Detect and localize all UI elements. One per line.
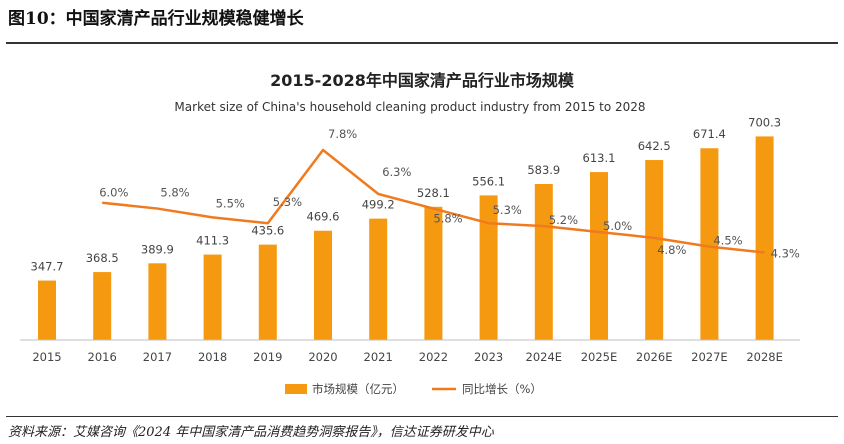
chart-subtitle: Market size of China's household cleanin… — [174, 100, 645, 114]
bar-2026E — [645, 160, 664, 340]
chart-title: 2015-2028年中国家清产品行业市场规模 — [270, 71, 575, 90]
x-tick-label: 2021 — [364, 350, 393, 364]
growth-line — [102, 148, 765, 254]
bar-2024E — [534, 184, 553, 340]
bar-value-label: 613.1 — [583, 151, 616, 165]
growth-rate-label: 5.3% — [273, 195, 302, 209]
legend: 市场规模（亿元） 同比增长（%） — [285, 382, 542, 396]
legend-bar-swatch — [285, 384, 307, 394]
growth-rate-label: 5.2% — [549, 213, 578, 227]
bar-value-label: 368.5 — [86, 251, 119, 265]
growth-rate-label: 7.8% — [328, 127, 357, 141]
growth-rate-label: 5.8% — [433, 212, 462, 226]
source-note: 资料来源：艾媒咨询《2024 年中国家清产品消费趋势洞察报告》，信达证券研发中心 — [8, 425, 494, 440]
bar-value-label: 556.1 — [472, 174, 505, 188]
bar-2028E — [755, 136, 774, 340]
bar-2027E — [700, 148, 719, 340]
x-tick-label: 2024E — [526, 350, 563, 364]
x-tick-label: 2022 — [419, 350, 448, 364]
x-tick-label: 2027E — [691, 350, 728, 364]
bar-value-label: 435.6 — [251, 224, 284, 238]
bar-value-label: 389.9 — [141, 242, 174, 256]
x-tick-label: 2023 — [474, 350, 503, 364]
x-tick-label: 2015 — [32, 350, 61, 364]
x-tick-label: 2020 — [308, 350, 337, 364]
growth-rate-label: 5.3% — [493, 203, 522, 217]
x-tick-label: 2018 — [198, 350, 227, 364]
legend-line-label: 同比增长（%） — [462, 382, 542, 396]
x-tick-label: 2017 — [143, 350, 172, 364]
bar-2018 — [203, 254, 222, 340]
top-rule — [6, 42, 838, 44]
growth-rate-label: 6.0% — [99, 186, 128, 200]
bar-value-label: 347.7 — [31, 260, 64, 274]
growth-rate-label: 5.5% — [216, 196, 245, 210]
bar-2015 — [38, 280, 56, 340]
bar-value-label: 469.6 — [307, 210, 340, 224]
growth-rate-label: 4.5% — [713, 234, 742, 248]
bar-2016 — [93, 272, 112, 340]
x-tick-label: 2016 — [88, 350, 117, 364]
bar-value-label: 671.4 — [693, 127, 726, 141]
bar-value-label: 642.5 — [638, 139, 671, 153]
bar-value-label: 499.2 — [362, 198, 395, 212]
bar-value-label: 583.9 — [527, 163, 560, 177]
bar-value-label: 700.3 — [748, 115, 781, 129]
bottom-rule — [6, 416, 838, 417]
bar-value-label: 411.3 — [196, 234, 229, 248]
bar-series: 347.7 368.5 389.9 411.3 435.6 469.6 499.2 528.1… — [31, 115, 781, 340]
growth-rate-label: 6.3% — [382, 165, 411, 179]
growth-line-series: 6.0% 5.8% 5.5% 5.3% 7.8% 6.3% 5.8% 5.3% 5.2% 5.0%… — [99, 127, 800, 261]
bar-2019 — [258, 244, 277, 340]
bar-2022 — [424, 206, 443, 340]
bar-2017 — [148, 263, 167, 340]
growth-rate-label: 4.3% — [771, 247, 800, 261]
growth-rate-label: 4.8% — [657, 243, 686, 257]
bar-2023 — [479, 195, 498, 340]
x-tick-label: 2019 — [253, 350, 282, 364]
bar-value-label: 528.1 — [417, 186, 450, 200]
x-tick-label: 2025E — [581, 350, 618, 364]
legend-bar-label: 市场规模（亿元） — [312, 382, 404, 396]
growth-rate-label: 5.8% — [160, 186, 189, 200]
x-axis-ticks: 2015 2016 2017 2018 2019 2020 2021 2022 2023 2024… — [32, 350, 783, 364]
x-tick-label: 2026E — [636, 350, 673, 364]
growth-rate-label: 5.0% — [603, 219, 632, 233]
bar-2020 — [314, 230, 332, 340]
bar-2025E — [590, 172, 608, 340]
x-tick-label: 2028E — [746, 350, 783, 364]
bar-2021 — [369, 218, 388, 340]
figure-title: 图10：中国家清产品行业规模稳健增长 — [8, 9, 304, 29]
